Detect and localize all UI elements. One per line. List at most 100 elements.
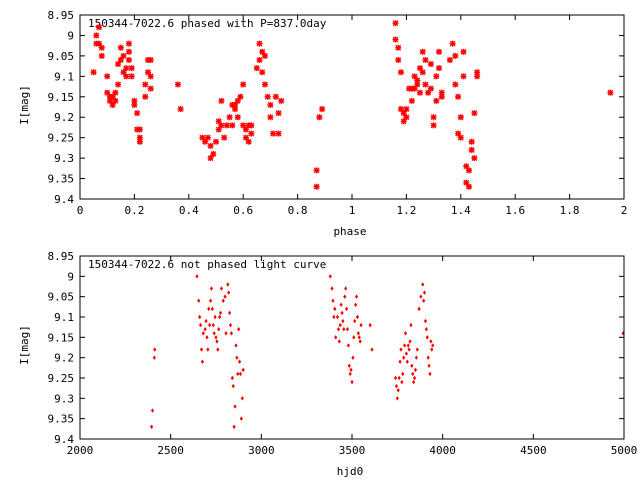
data-point <box>359 322 363 328</box>
data-point <box>104 73 111 80</box>
data-point <box>237 327 241 332</box>
data-point <box>240 81 247 88</box>
y-tick-label: 9.3 <box>54 392 74 405</box>
data-point <box>357 335 361 340</box>
data-point <box>98 44 105 51</box>
data-point <box>210 151 217 158</box>
data-point <box>426 355 430 360</box>
data-point <box>334 335 338 340</box>
data-point <box>402 355 406 360</box>
data-point <box>206 347 210 352</box>
data-point <box>354 294 359 299</box>
data-point <box>339 302 343 307</box>
data-point <box>109 93 116 100</box>
x-tick-label: 1 <box>349 204 356 217</box>
chart-title: 150344-7022.6 phased with P=837.0day <box>88 17 327 30</box>
data-point <box>226 114 233 121</box>
x-tick-label: 4000 <box>429 444 456 457</box>
data-point <box>215 118 222 125</box>
data-point <box>346 343 350 348</box>
data-point <box>337 339 341 344</box>
data-point <box>313 167 320 174</box>
data-point <box>436 65 443 72</box>
data-point <box>223 294 227 299</box>
data-point <box>463 179 470 186</box>
data-point <box>198 314 202 320</box>
data-point <box>340 310 344 316</box>
data-point <box>414 81 421 88</box>
data-point <box>335 314 340 320</box>
data-point <box>207 306 211 312</box>
x-axis-label: hjd0 <box>337 465 364 478</box>
data-point <box>425 89 432 96</box>
data-point <box>204 134 211 141</box>
data-point <box>403 114 410 121</box>
data-point <box>96 40 103 47</box>
x-axis-label: phase <box>333 225 366 238</box>
data-point <box>353 318 357 324</box>
data-point <box>446 56 453 63</box>
data-point <box>123 73 130 80</box>
data-point <box>319 106 326 113</box>
data-point <box>422 298 426 303</box>
data-point <box>463 163 470 170</box>
data-point <box>338 322 342 328</box>
data-point <box>405 359 409 364</box>
data-point <box>117 56 124 63</box>
data-point <box>211 322 215 328</box>
data-point <box>408 97 415 104</box>
data-point <box>123 65 130 72</box>
data-point <box>202 138 209 145</box>
data-point <box>399 347 403 352</box>
y-tick-label: 9 <box>67 29 74 42</box>
data-point <box>468 138 475 145</box>
x-tick-label: 4500 <box>520 444 547 457</box>
data-point <box>336 327 340 332</box>
x-tick-label: 1.4 <box>451 204 471 217</box>
data-point <box>344 306 349 312</box>
data-point <box>136 138 143 145</box>
data-point <box>227 290 231 295</box>
data-point <box>348 371 352 377</box>
data-point <box>248 130 255 137</box>
data-point <box>147 73 154 80</box>
data-point <box>345 327 350 332</box>
data-point <box>400 379 404 385</box>
y-tick-label: 9.1 <box>54 70 74 83</box>
data-point <box>203 327 207 332</box>
plot-frame <box>79 255 625 440</box>
data-point <box>398 359 402 364</box>
data-point <box>259 48 266 55</box>
data-point <box>330 286 334 291</box>
data-point <box>218 314 222 320</box>
data-point <box>400 110 407 117</box>
y-tick-label: 9.15 <box>48 91 75 104</box>
data-point <box>261 81 268 88</box>
data-point <box>422 290 427 295</box>
data-point <box>425 335 429 340</box>
data-point <box>240 396 244 401</box>
data-point <box>96 24 103 31</box>
data-point <box>395 56 402 63</box>
data-point <box>259 69 266 76</box>
data-point <box>232 424 236 429</box>
data-point <box>354 302 358 307</box>
data-point <box>423 318 428 324</box>
y-tick-label: 9.15 <box>48 331 75 344</box>
data-point <box>112 97 119 104</box>
data-point <box>150 408 155 413</box>
data-point <box>142 93 149 100</box>
data-point <box>134 110 141 117</box>
data-point <box>236 371 240 377</box>
data-point <box>197 298 201 303</box>
data-point <box>313 183 320 190</box>
data-point <box>115 81 122 88</box>
data-point <box>403 331 408 336</box>
data-point <box>152 355 156 360</box>
data-point <box>104 89 111 96</box>
data-point <box>428 371 432 377</box>
data-point <box>235 355 239 360</box>
data-point <box>223 122 230 129</box>
y-tick-label: 9.4 <box>54 433 74 446</box>
